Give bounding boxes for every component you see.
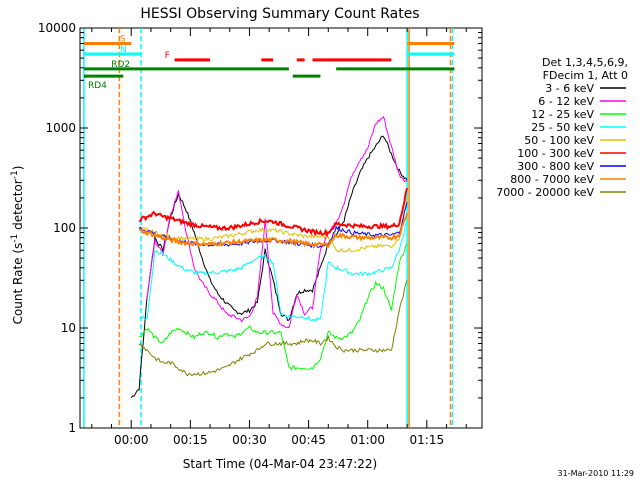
x-tick-label-3: 00:45 (291, 433, 326, 447)
flag-label-s: S (120, 34, 126, 44)
footer-timestamp: 31-Mar-2010 11:29 (558, 469, 635, 478)
flag-bars: SN F RD2 RD4 (83, 34, 455, 91)
legend-header-1: FDecim 1, Att 0 (543, 69, 628, 82)
y-axis-label-sup2: -1 (10, 170, 20, 179)
series-layer (130, 115, 409, 399)
series-line-5 (138, 187, 409, 238)
x-tick-label-0: 00:00 (114, 433, 149, 447)
flag-label-rd4: RD4 (88, 81, 107, 91)
y-axis-label-sup: -1 (10, 234, 20, 243)
series-line-7 (139, 213, 409, 248)
y-tick-label-4: 10000 (38, 21, 76, 35)
legend-entry-6: 300 - 800 keV (517, 160, 594, 173)
y-tick-label-3: 1000 (45, 121, 76, 135)
y-tick-label-1: 10 (61, 321, 76, 335)
y-tick-label-2: 100 (53, 221, 76, 235)
series-line-2 (139, 243, 408, 371)
flag-label-rd2: RD2 (111, 60, 130, 70)
y-axis-label-main: Count Rate (s (11, 243, 25, 325)
flag-label-n: N (120, 45, 127, 55)
x-tick-label-4: 01:00 (350, 433, 385, 447)
legend-entry-8: 7000 - 20000 keV (496, 186, 594, 199)
legend-entry-4: 50 - 100 keV (524, 134, 594, 147)
series-line-1 (146, 115, 408, 329)
plot-area (79, 27, 483, 429)
x-tick-label-5: 01:15 (410, 433, 445, 447)
series-line-4 (138, 197, 408, 253)
axes: 1 10 100 1000 10000 00:00 00:15 00:30 00:45 01:00… (38, 21, 482, 447)
series-line-3 (139, 219, 408, 322)
y-tick-label-0: 1 (68, 421, 76, 435)
legend-header-0: Det 1,3,4,5,6,9, (542, 56, 628, 69)
legend-entry-7: 800 - 7000 keV (510, 173, 594, 186)
legend-entry-1: 6 - 12 keV (538, 95, 594, 108)
legend-entry-0: 3 - 6 keV (545, 82, 594, 95)
series-line-8 (138, 280, 408, 377)
chart-title: HESSI Observing Summary Count Rates (140, 6, 419, 22)
y-axis-label-close: ) (11, 166, 25, 171)
y-axis-label-end: detector (11, 179, 25, 234)
legend: Det 1,3,4,5,6,9,FDecim 1, Att 03 - 6 keV… (496, 56, 628, 199)
legend-entry-5: 100 - 300 keV (517, 147, 594, 160)
flag-label-f: F (165, 51, 170, 61)
y-axis-label: Count Rate (s-1 detector-1) (10, 166, 25, 325)
x-tick-label-2: 00:30 (232, 433, 267, 447)
legend-entry-3: 25 - 50 keV (531, 121, 594, 134)
legend-entry-2: 12 - 25 keV (531, 108, 594, 121)
x-axis-label: Start Time (04-Mar-04 23:47:22) (183, 457, 377, 471)
x-tick-label-1: 00:15 (173, 433, 208, 447)
